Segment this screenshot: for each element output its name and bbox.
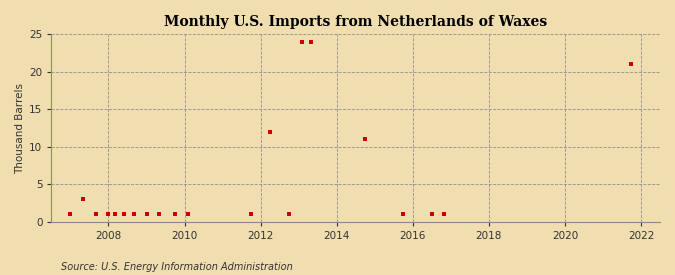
Point [296,40,307,44]
Point [306,40,317,44]
Point [154,212,165,216]
Point [169,212,180,216]
Point [427,212,437,216]
Point [90,212,101,216]
Point [360,137,371,141]
Point [439,212,450,216]
Point [103,212,114,216]
Point [626,62,637,67]
Point [398,212,408,216]
Point [284,212,294,216]
Point [246,212,256,216]
Point [78,197,88,201]
Point [119,212,130,216]
Y-axis label: Thousand Barrels: Thousand Barrels [15,82,25,174]
Point [265,130,275,134]
Point [141,212,152,216]
Text: Source: U.S. Energy Information Administration: Source: U.S. Energy Information Administ… [61,262,292,272]
Point [109,212,120,216]
Title: Monthly U.S. Imports from Netherlands of Waxes: Monthly U.S. Imports from Netherlands of… [164,15,547,29]
Point [182,212,193,216]
Point [128,212,139,216]
Point [65,212,76,216]
